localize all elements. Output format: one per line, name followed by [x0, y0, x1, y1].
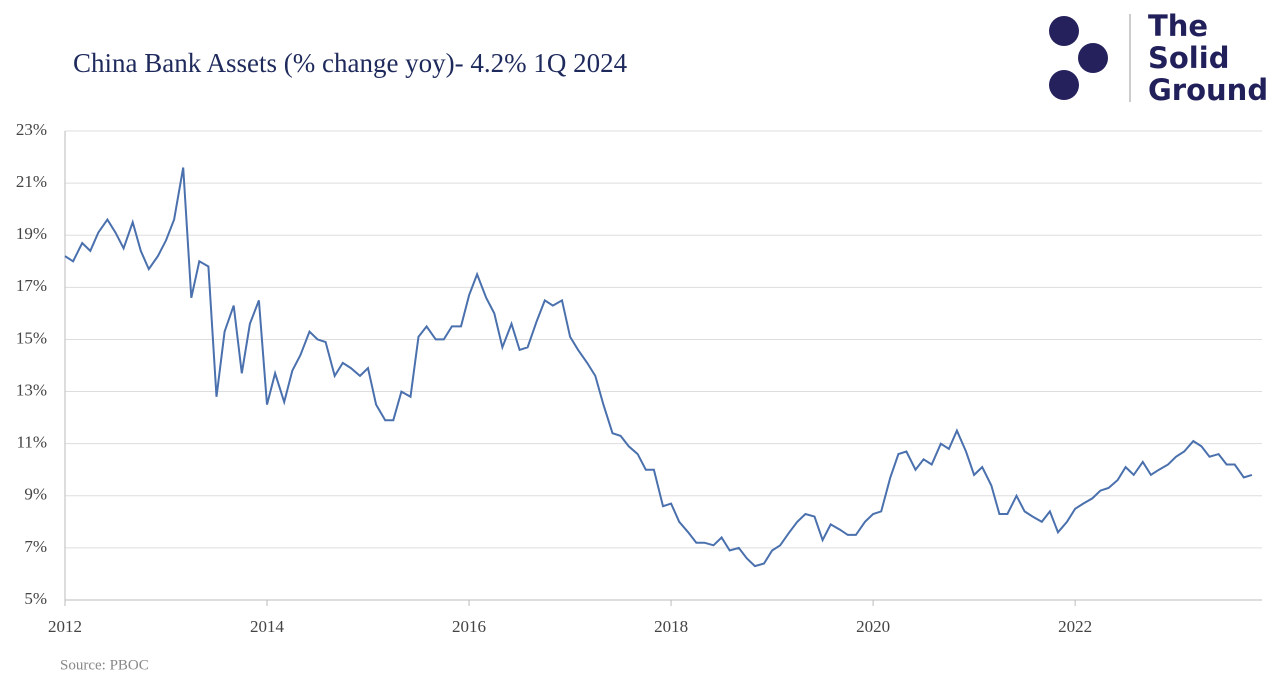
logo-dot: [1049, 70, 1079, 100]
logo-text: Solid: [1148, 41, 1229, 75]
data-line: [64, 167, 1253, 568]
logo-dot: [1078, 43, 1108, 73]
source: Source: PBOC: [60, 657, 149, 673]
x-tick-label: 2022: [1058, 617, 1092, 636]
x-tick-label: 2014: [250, 617, 285, 636]
y-tick-label: 23%: [16, 120, 47, 139]
y-tick-label: 9%: [24, 485, 47, 504]
x-tick-label: 2016: [452, 617, 486, 636]
x-tick-label: 2018: [654, 617, 688, 636]
logo-text: Ground: [1148, 73, 1268, 107]
y-tick-label: 13%: [16, 380, 47, 399]
y-tick-label: 11%: [16, 433, 47, 452]
y-tick-label: 17%: [16, 276, 47, 295]
x-tick-label: 2012: [48, 617, 82, 636]
y-tick-label: 7%: [24, 537, 47, 556]
logo-text: The: [1148, 9, 1208, 43]
logo-dot: [1049, 16, 1079, 46]
y-tick-label: 21%: [16, 172, 47, 191]
y-tick-label: 5%: [24, 589, 47, 608]
logo: The Solid Ground: [1049, 9, 1268, 107]
y-tick-label: 19%: [16, 224, 47, 243]
y-tick-label: 15%: [16, 328, 47, 347]
chart-title: China Bank Assets (% change yoy)- 4.2% 1…: [73, 48, 628, 78]
x-tick-label: 2020: [856, 617, 890, 636]
